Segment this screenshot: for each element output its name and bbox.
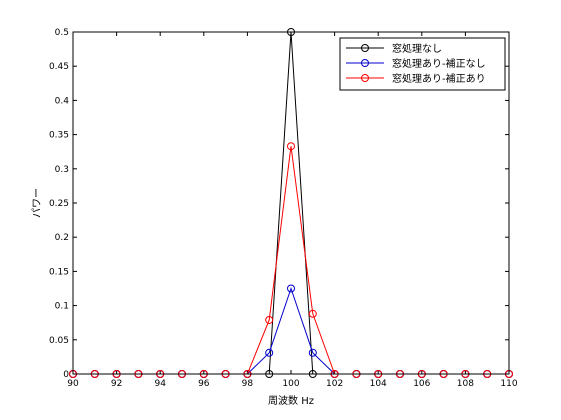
x-tick-label: 110 (500, 379, 517, 389)
y-axis-label: パワー (31, 188, 43, 218)
plot-frame (72, 31, 510, 375)
series-1-point (308, 348, 317, 357)
x-tick-label: 98 (242, 379, 254, 389)
y-tick-label: 0.1 (55, 302, 69, 312)
legend-entry: 窓処理あり-補正あり (392, 72, 486, 85)
x-tick-label: 90 (67, 379, 79, 389)
legend-marker (361, 44, 369, 52)
x-tick-label: 92 (111, 379, 122, 389)
legend-marker (361, 59, 369, 67)
y-tick-label: 0.15 (49, 267, 69, 277)
x-tick-label: 106 (413, 379, 430, 389)
y-tick-label: 0.05 (49, 336, 69, 346)
legend-box (339, 37, 506, 91)
x-tick-label: 96 (198, 379, 210, 389)
y-tick-label: 0.35 (49, 131, 69, 141)
series-1-point (265, 348, 274, 357)
series-2-point (265, 315, 274, 324)
legend-entry: 窓処理あり-補正なし (392, 57, 486, 70)
y-tick-label: 0.2 (55, 233, 69, 243)
x-tick-label: 104 (370, 379, 387, 389)
y-tick-label: 0.45 (49, 62, 69, 72)
x-tick-label: 108 (457, 379, 474, 389)
y-tick-label: 0.4 (55, 96, 70, 106)
x-tick-label: 102 (326, 379, 343, 389)
series-2-point (287, 142, 295, 151)
x-tick-label: 100 (282, 379, 299, 389)
x-tick-label: 94 (154, 379, 166, 389)
legend-entry: 窓処理なし (392, 42, 442, 55)
series-1-point (287, 284, 295, 293)
y-tick-label: 0.5 (55, 28, 69, 38)
axis-ticks: 90 92 94 96 98 100 102 104 106 108 110 0 0.05 0.1 0.15… (49, 28, 518, 389)
y-tick-label: 0.25 (49, 199, 69, 209)
legend-marker (361, 74, 369, 82)
y-tick-label: 0 (63, 370, 69, 380)
y-tick-label: 0.3 (55, 165, 69, 175)
x-axis-label: 周波数 Hz (268, 394, 314, 407)
series-2-point (308, 309, 317, 318)
